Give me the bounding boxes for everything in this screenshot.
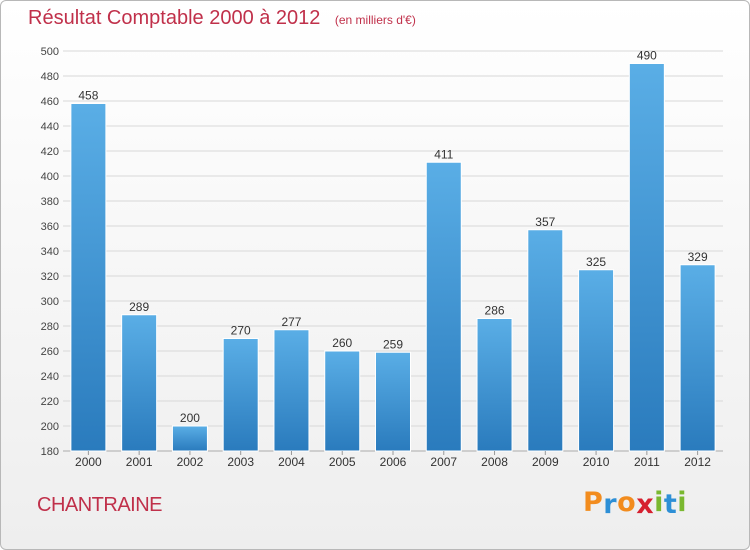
y-tick-label: 260 bbox=[41, 346, 59, 358]
logo-letter: P bbox=[583, 487, 604, 518]
chart-subtitle: (en milliers d'€) bbox=[334, 13, 416, 27]
logo-letter: i bbox=[654, 487, 664, 518]
data-label: 357 bbox=[535, 215, 555, 229]
bar-2000 bbox=[70, 103, 107, 452]
data-label: 490 bbox=[637, 49, 657, 63]
logo-letter: x bbox=[636, 489, 655, 520]
bars bbox=[70, 63, 716, 452]
bar-2006 bbox=[375, 351, 411, 452]
x-tick-label: 2006 bbox=[380, 455, 407, 469]
bar-2002 bbox=[171, 425, 208, 452]
y-tick-label: 240 bbox=[41, 371, 59, 383]
x-tick-label: 2002 bbox=[177, 455, 204, 469]
data-label: 270 bbox=[231, 324, 251, 338]
logo-letter: o bbox=[617, 487, 637, 518]
title-row: Résultat Comptable 2000 à 2012 (en milli… bbox=[28, 7, 416, 30]
x-tick-label: 2003 bbox=[227, 455, 254, 469]
y-axis-ticks: 180 200 220 240 260 280 300 320 340 360 380 400 420 4… bbox=[41, 46, 59, 458]
x-tick-label: 2007 bbox=[430, 455, 457, 469]
bar-2009 bbox=[527, 229, 564, 452]
x-tick-label: 2001 bbox=[126, 455, 153, 469]
logo-letter: i bbox=[677, 487, 688, 518]
data-label: 286 bbox=[485, 304, 505, 318]
bar-2004 bbox=[273, 329, 310, 452]
commune-name: CHANTRAINE bbox=[37, 494, 163, 516]
data-label: 259 bbox=[383, 337, 403, 351]
logo-letter: r bbox=[603, 489, 618, 520]
y-tick-label: 320 bbox=[41, 271, 59, 283]
data-labels: 458 289 200 270 277 260 259 411 286 357 325 490 329 bbox=[78, 49, 708, 426]
logo-letter: t bbox=[663, 489, 678, 520]
bar-2008 bbox=[476, 318, 513, 452]
y-tick-label: 420 bbox=[41, 146, 59, 158]
bar-2003 bbox=[222, 338, 259, 452]
x-tick-label: 2012 bbox=[684, 455, 711, 469]
x-tick-label: 2009 bbox=[532, 455, 559, 469]
y-tick-label: 340 bbox=[41, 246, 59, 258]
y-tick-label: 400 bbox=[41, 171, 59, 183]
y-tick-label: 480 bbox=[41, 71, 59, 83]
data-label: 200 bbox=[180, 411, 200, 425]
y-tick-label: 500 bbox=[41, 46, 59, 58]
data-label: 411 bbox=[434, 147, 453, 161]
y-tick-label: 360 bbox=[41, 221, 59, 233]
x-tick-label: 2000 bbox=[75, 455, 102, 469]
bar-2010 bbox=[578, 269, 615, 452]
bar-2011 bbox=[628, 63, 665, 452]
x-tick-label: 2005 bbox=[329, 455, 356, 469]
x-tick-label: 2010 bbox=[583, 455, 610, 469]
y-tick-label: 180 bbox=[41, 446, 59, 458]
bar-2007 bbox=[425, 161, 462, 452]
x-tick-label: 2004 bbox=[278, 455, 305, 469]
y-tick-label: 300 bbox=[41, 296, 59, 308]
proxiti-logo: Proxiti bbox=[583, 487, 688, 520]
bar-2005 bbox=[324, 350, 361, 452]
data-label: 325 bbox=[586, 255, 606, 269]
data-label: 289 bbox=[129, 300, 149, 314]
chart-title: Résultat Comptable 2000 à 2012 bbox=[28, 7, 321, 29]
x-axis-ticks: 2000 2001 2002 2003 2004 2005 2006 2007 2008 2009… bbox=[75, 451, 711, 469]
data-label: 260 bbox=[332, 336, 352, 350]
bar-2012 bbox=[679, 264, 716, 452]
y-tick-label: 280 bbox=[41, 321, 59, 333]
data-label: 329 bbox=[688, 250, 708, 264]
bar-2001 bbox=[121, 314, 158, 452]
y-tick-label: 380 bbox=[41, 196, 59, 208]
x-tick-label: 2011 bbox=[634, 455, 660, 469]
y-tick-label: 200 bbox=[41, 421, 59, 433]
data-label: 458 bbox=[78, 89, 98, 103]
y-tick-label: 440 bbox=[41, 121, 59, 133]
data-label: 277 bbox=[281, 315, 301, 329]
y-tick-label: 220 bbox=[41, 396, 59, 408]
x-tick-label: 2008 bbox=[481, 455, 508, 469]
y-tick-label: 460 bbox=[41, 96, 59, 108]
